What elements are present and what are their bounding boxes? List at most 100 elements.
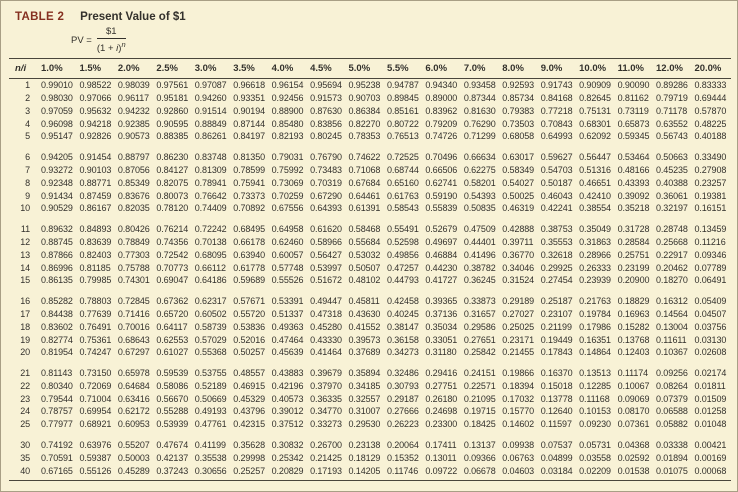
pv-factor-cell: 0.56447 bbox=[579, 152, 611, 163]
pv-factor-cell: 0.59689 bbox=[233, 275, 266, 286]
pv-factor-cell: 0.59539 bbox=[156, 368, 189, 379]
pv-factor-cell: 0.50507 bbox=[348, 262, 381, 273]
pv-factor-cell: 0.28584 bbox=[617, 236, 650, 247]
pv-factor-cell: 0.49856 bbox=[386, 249, 419, 260]
pv-factor-cell: 0.29187 bbox=[386, 393, 419, 404]
pv-factor-cell: 0.81309 bbox=[194, 164, 227, 175]
pv-factor-cell: 0.84438 bbox=[41, 308, 73, 319]
pv-factor-cell: 0.53464 bbox=[617, 152, 650, 163]
pv-factor-cell: 0.96618 bbox=[233, 80, 266, 91]
pv-factor-cell: 0.10153 bbox=[579, 406, 611, 417]
pv-factor-cell: 0.61391 bbox=[348, 203, 381, 214]
table-row: 24 0.78757 0.69954 0.62172 0.55288 0.49193 0.4… bbox=[9, 405, 731, 418]
pv-factor-cell: 0.09346 bbox=[694, 249, 727, 260]
pv-factor-cell: 0.18394 bbox=[502, 380, 535, 391]
pv-factor-cell: 0.13768 bbox=[617, 334, 650, 345]
pv-factor-cell: 0.01258 bbox=[694, 406, 727, 417]
pv-factor-cell: 0.74726 bbox=[425, 131, 458, 142]
pv-factor-cell: 0.41496 bbox=[463, 249, 496, 260]
pv-factor-cell: 0.55839 bbox=[425, 203, 458, 214]
period-cell: 18 bbox=[20, 321, 30, 332]
pv-factor-cell: 0.08170 bbox=[617, 406, 650, 417]
pv-factor-cell: 0.87630 bbox=[310, 105, 342, 116]
pv-factor-cell: 0.78757 bbox=[41, 406, 73, 417]
pv-factor-cell: 0.79544 bbox=[41, 393, 73, 404]
pv-factor-cell: 0.96117 bbox=[117, 92, 150, 103]
pv-factor-cell: 0.43393 bbox=[617, 177, 650, 188]
pv-factor-cell: 0.92348 bbox=[41, 177, 73, 188]
pv-factor-cell: 0.12403 bbox=[617, 347, 650, 358]
pv-factor-cell: 0.70016 bbox=[117, 321, 150, 332]
pv-factor-cell: 0.95181 bbox=[156, 92, 189, 103]
pv-factor-cell: 0.69444 bbox=[694, 92, 727, 103]
rate-column-header: 20.0% bbox=[692, 58, 731, 80]
pv-factor-cell: 0.31657 bbox=[463, 308, 496, 319]
pv-factor-cell: 0.61027 bbox=[156, 347, 189, 358]
pv-factor-cell: 0.43630 bbox=[348, 308, 381, 319]
pv-factor-cell: 0.31007 bbox=[348, 406, 381, 417]
pv-factor-cell: 0.69954 bbox=[79, 406, 112, 417]
pv-factor-cell: 0.23257 bbox=[694, 177, 727, 188]
pv-factor-cell: 0.65978 bbox=[117, 368, 150, 379]
rate-column-header: 1.0% bbox=[39, 58, 78, 80]
pv-factor-cell: 0.32486 bbox=[386, 368, 419, 379]
pv-factor-cell: 0.01811 bbox=[694, 380, 726, 391]
pv-factor-cell: 0.78803 bbox=[79, 296, 112, 307]
pv-factor-cell: 0.35034 bbox=[425, 321, 458, 332]
table-row: 13 0.87866 0.82403 0.77303 0.72542 0.68095 0.6… bbox=[9, 249, 731, 262]
formula-den-open: (1 + bbox=[96, 43, 117, 55]
pv-factor-cell: 0.52598 bbox=[386, 236, 419, 247]
pv-factor-cell: 0.76290 bbox=[463, 118, 496, 129]
pv-factor-cell: 0.25668 bbox=[656, 236, 688, 247]
pv-factor-cell: 0.12285 bbox=[579, 380, 611, 391]
pv-factor-cell: 0.70892 bbox=[233, 203, 266, 214]
pv-factor-cell: 0.30793 bbox=[386, 380, 419, 391]
pv-factor-cell: 0.25342 bbox=[271, 452, 304, 463]
pv-factor-cell: 0.82193 bbox=[271, 131, 304, 142]
pv-factor-cell: 0.83962 bbox=[425, 105, 458, 116]
pv-factor-cell: 0.34770 bbox=[310, 406, 342, 417]
pv-factor-cell: 0.07789 bbox=[694, 262, 727, 273]
pv-factor-cell: 0.87144 bbox=[233, 118, 266, 129]
header-row: n/i 1.0% 1.5% 2.0% 2.5% 3.0% 3.5% 4.0% 4.5% 5.0%… bbox=[9, 58, 731, 80]
pv-factor-cell: 0.49363 bbox=[271, 321, 304, 332]
pv-factor-cell: 0.74192 bbox=[41, 440, 73, 451]
pv-factor-cell: 0.67684 bbox=[348, 177, 381, 188]
pv-factor-cell: 0.91454 bbox=[79, 152, 112, 163]
pv-factor-cell: 0.17411 bbox=[425, 440, 457, 451]
pv-factor-cell: 0.53391 bbox=[271, 296, 304, 307]
pv-factor-cell: 0.03184 bbox=[538, 464, 578, 481]
pv-factor-cell: 0.35049 bbox=[579, 224, 611, 235]
pv-factor-cell: 0.21455 bbox=[502, 347, 535, 358]
period-cell: 11 bbox=[20, 224, 30, 235]
pv-factor-cell: 0.19449 bbox=[540, 334, 573, 345]
pv-factor-cell: 0.44401 bbox=[463, 236, 496, 247]
table-label: TABLE 2 bbox=[15, 11, 65, 23]
pv-factor-cell: 0.38147 bbox=[386, 321, 419, 332]
pv-factor-cell: 0.72525 bbox=[386, 152, 419, 163]
pv-factor-cell: 0.54703 bbox=[540, 164, 573, 175]
pv-factor-cell: 0.93272 bbox=[41, 164, 73, 175]
pv-factor-cell: 0.82035 bbox=[117, 203, 150, 214]
period-cell: 19 bbox=[20, 334, 30, 345]
pv-factor-cell: 0.03338 bbox=[656, 440, 688, 451]
pv-factor-cell: 0.15282 bbox=[617, 321, 650, 332]
period-cell: 8 bbox=[25, 177, 30, 188]
formula-numerator: $1 bbox=[96, 26, 126, 39]
pv-factor-cell: 0.87056 bbox=[117, 164, 150, 175]
pv-factor-cell: 0.62092 bbox=[579, 131, 611, 142]
table-row: 35 0.70591 0.59387 0.50003 0.42137 0.35538 0.2… bbox=[9, 452, 731, 465]
pv-factor-cell: 0.78941 bbox=[194, 177, 227, 188]
pv-factor-cell: 0.48102 bbox=[348, 275, 381, 286]
pv-factor-cell: 0.05882 bbox=[656, 419, 688, 430]
pv-factor-cell: 0.62460 bbox=[271, 236, 304, 247]
formula-fraction: $1 (1 + i)n bbox=[96, 26, 126, 55]
pv-factor-cell: 0.78599 bbox=[233, 164, 266, 175]
pv-factor-cell: 0.94218 bbox=[79, 118, 112, 129]
pv-factor-cell: 0.91743 bbox=[540, 80, 573, 91]
pv-factor-cell: 0.68495 bbox=[233, 224, 266, 235]
pv-factor-cell: 0.04368 bbox=[617, 440, 650, 451]
pv-factor-cell: 0.71299 bbox=[463, 131, 496, 142]
pv-factor-cell: 0.73069 bbox=[271, 177, 304, 188]
pv-factor-cell: 0.09069 bbox=[617, 393, 650, 404]
